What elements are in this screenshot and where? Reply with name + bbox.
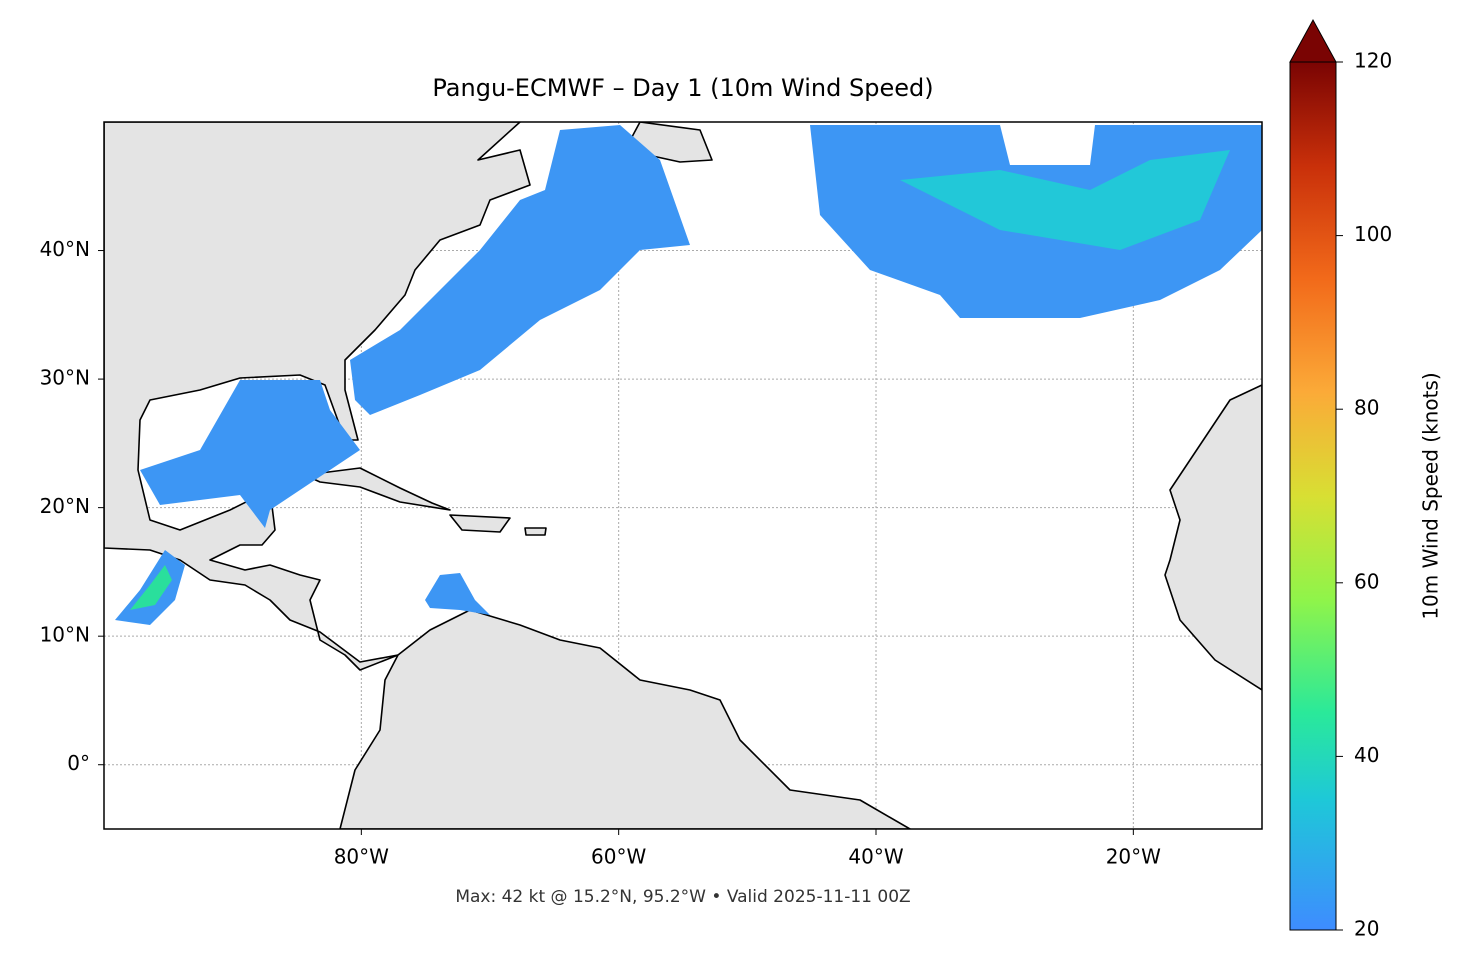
colorbar-extend xyxy=(1289,18,1337,63)
y-tick-label: 20°N xyxy=(40,494,90,518)
y-tick-label: 10°N xyxy=(40,623,90,647)
x-tick-label: 40°W xyxy=(848,845,903,869)
wind-northeast-core xyxy=(900,150,1230,250)
colorbar xyxy=(1289,61,1337,931)
wind-atlantic-coast xyxy=(350,125,690,415)
africa xyxy=(1164,384,1262,691)
y-tick-label: 0° xyxy=(67,751,90,775)
cuba xyxy=(304,467,451,511)
colorbar-tick-label: 80 xyxy=(1354,396,1379,420)
map-frame xyxy=(103,121,1263,830)
colorbar-tick-label: 60 xyxy=(1354,569,1379,593)
y-tick-label: 30°N xyxy=(40,366,90,390)
caption: Max: 42 kt @ 15.2°N, 95.2°W • Valid 2025… xyxy=(455,887,910,907)
colorbar-tick-label: 100 xyxy=(1354,222,1392,246)
wind-gulf xyxy=(140,380,360,528)
x-tick-label: 20°W xyxy=(1106,845,1161,869)
colorbar-label: 10m Wind Speed (knots) xyxy=(1419,372,1443,619)
wind-caribbean xyxy=(425,573,490,615)
chart-title: Pangu-ECMWF – Day 1 (10m Wind Speed) xyxy=(432,74,933,102)
hispaniola xyxy=(449,514,511,533)
north-america xyxy=(104,122,531,671)
south-america xyxy=(339,609,911,829)
colorbar-tick-label: 40 xyxy=(1354,743,1379,767)
x-tick-label: 60°W xyxy=(591,845,646,869)
y-tick-label: 40°N xyxy=(40,237,90,261)
x-tick-label: 80°W xyxy=(334,845,389,869)
map-area xyxy=(104,122,1262,829)
colorbar-tick-label: 120 xyxy=(1354,49,1392,73)
puerto-rico xyxy=(524,527,547,536)
wind-pacific-core xyxy=(130,565,172,610)
colorbar-tick-label: 20 xyxy=(1354,917,1379,941)
